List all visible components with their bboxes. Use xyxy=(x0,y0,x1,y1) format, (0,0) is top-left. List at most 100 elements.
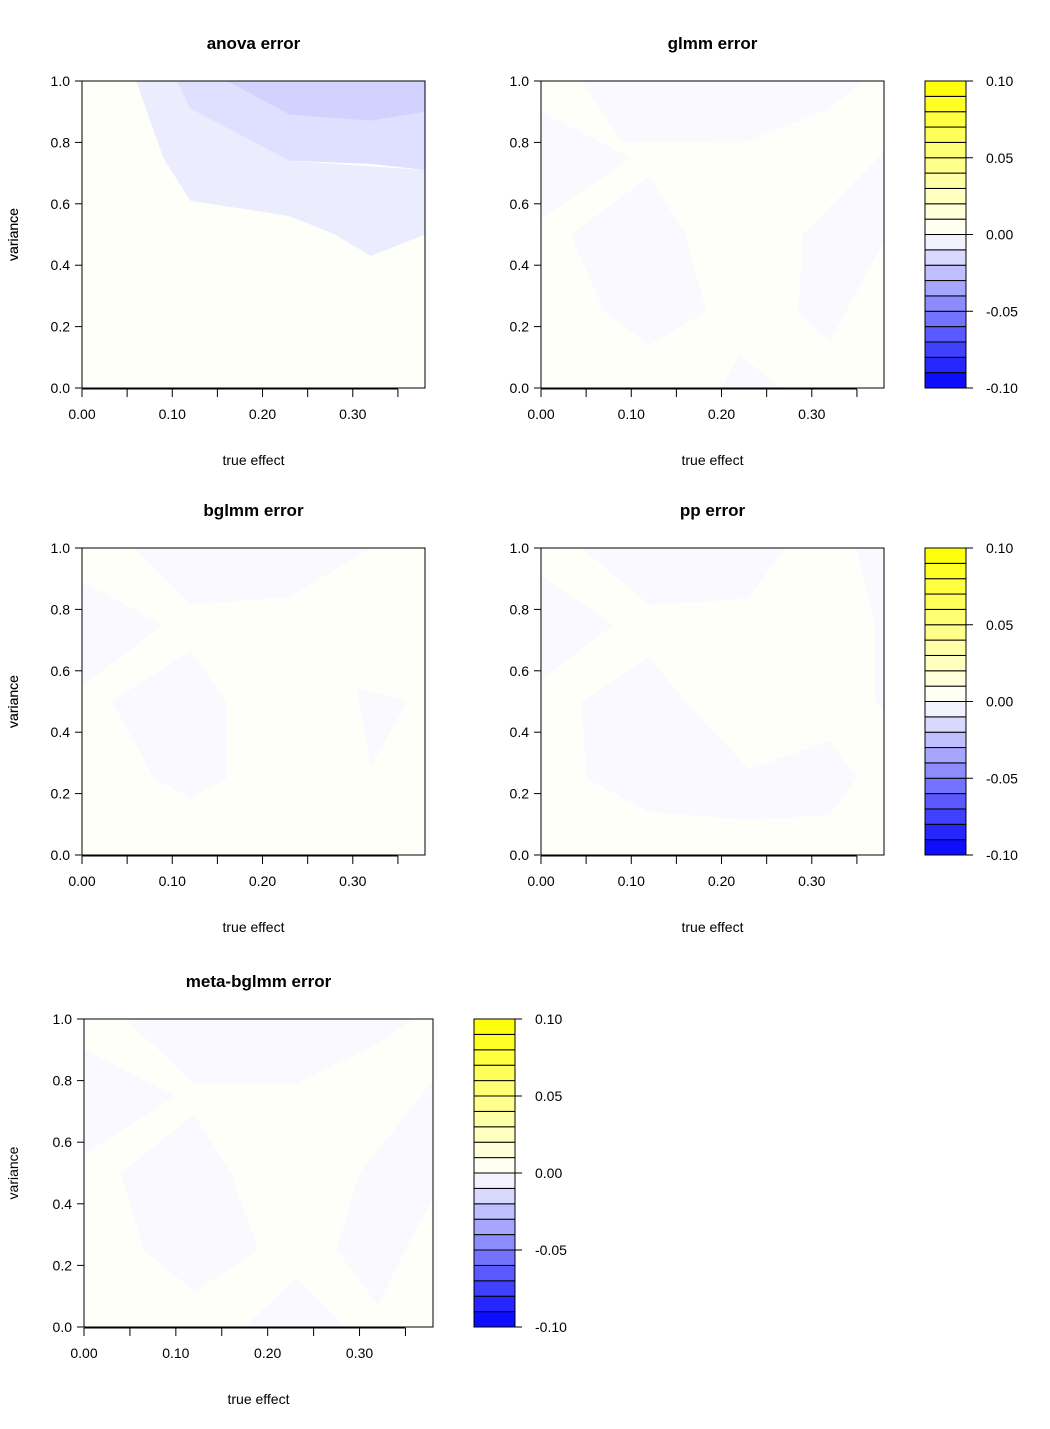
y-tick-label: 0.4 xyxy=(510,724,530,740)
x-tick-label: 0.30 xyxy=(346,1345,373,1361)
color-key-swatch xyxy=(473,1249,516,1266)
y-axis: 0.0 0.2 0.4 0.6 0.8 1.0 xyxy=(51,73,83,396)
y-tick-label: 0.6 xyxy=(53,1134,73,1150)
color-key-swatch xyxy=(924,639,967,656)
x-tick-label: 0.20 xyxy=(708,873,735,889)
x-axis-label: true effect xyxy=(681,452,743,468)
y-tick-label: 0.0 xyxy=(51,380,71,396)
color-key-swatch xyxy=(473,1157,516,1174)
y-axis: 0.0 0.2 0.4 0.6 0.8 1.0 xyxy=(510,540,542,863)
contour-region xyxy=(84,1049,176,1155)
color-key-swatch xyxy=(924,326,967,343)
color-key-swatch xyxy=(473,1141,516,1159)
color-key-swatch xyxy=(924,80,967,97)
x-axis: 0.00 0.10 0.20 0.30 xyxy=(527,388,858,422)
panel-title: meta-bglmm error xyxy=(186,972,332,991)
color-key-swatch xyxy=(924,578,967,595)
y-axis-label: variance xyxy=(5,675,21,728)
color-key-swatch xyxy=(473,1280,516,1297)
x-tick-label: 0.10 xyxy=(618,406,645,422)
x-tick-label: 0.20 xyxy=(249,406,276,422)
color-key-swatch xyxy=(473,1080,516,1097)
x-tick-label: 0.30 xyxy=(798,873,825,889)
color-key-swatch xyxy=(924,249,967,266)
color-key-swatch xyxy=(924,95,967,113)
contour-region xyxy=(856,548,884,711)
color-key-swatch xyxy=(924,701,967,718)
y-tick-label: 0.6 xyxy=(51,196,71,212)
x-axis-label: true effect xyxy=(227,1391,289,1407)
x-axis-label: true effect xyxy=(681,919,743,935)
color-key-swatch xyxy=(924,839,967,856)
x-tick-label: 0.10 xyxy=(618,873,645,889)
color-key-swatch xyxy=(924,685,967,703)
contour-region xyxy=(541,111,632,220)
color-key-swatch xyxy=(924,172,967,189)
y-tick-label: 1.0 xyxy=(53,1011,73,1027)
color-key-2: -0.10 -0.05 0.00 0.05 0.10 xyxy=(924,540,1018,863)
color-key-swatch xyxy=(924,670,967,687)
x-tick-label: 0.00 xyxy=(70,1345,97,1361)
panel-title: glmm error xyxy=(668,34,758,53)
color-key-swatch xyxy=(924,310,967,328)
contour-region xyxy=(721,354,781,388)
contour-region xyxy=(581,657,857,820)
color-key-swatch xyxy=(473,1049,516,1066)
contour-region xyxy=(798,151,884,342)
contour-region xyxy=(581,548,785,605)
color-key-swatch xyxy=(924,111,967,128)
color-key-swatch xyxy=(924,593,967,610)
contour-region xyxy=(336,1080,433,1306)
x-tick-label: 0.30 xyxy=(339,873,366,889)
color-key-swatch xyxy=(924,295,967,312)
contour-region xyxy=(136,81,425,256)
y-tick-label: 1.0 xyxy=(510,540,530,556)
y-tick-label: 0.0 xyxy=(51,847,71,863)
contour-panel-5: 0.0 0.2 0.4 0.6 0.8 1.0 0.00 0.10 0.20 0.30 meta-b… xyxy=(5,972,434,1407)
y-tick-label: 0.0 xyxy=(53,1319,73,1335)
color-key-swatch xyxy=(924,372,967,389)
x-axis-label: true effect xyxy=(222,919,284,935)
color-key-swatch xyxy=(473,1187,516,1205)
color-key-swatch xyxy=(924,126,967,143)
y-axis: 0.0 0.2 0.4 0.6 0.8 1.0 xyxy=(51,540,83,863)
color-key-swatch xyxy=(473,1218,516,1236)
x-tick-label: 0.00 xyxy=(68,873,95,889)
x-tick-label: 0.20 xyxy=(254,1345,281,1361)
color-key-label: 0.10 xyxy=(986,540,1013,556)
color-key-swatch xyxy=(924,624,967,641)
color-key-label: -0.05 xyxy=(535,1242,567,1258)
contour-panel-1: 0.0 0.2 0.4 0.6 0.8 1.0 0.00 0.10 0.20 0.30 anova … xyxy=(5,34,426,468)
contour-region xyxy=(82,219,425,388)
color-key-swatch xyxy=(924,562,967,580)
y-tick-label: 0.6 xyxy=(510,196,530,212)
y-tick-label: 0.2 xyxy=(51,786,71,802)
contour-region xyxy=(570,176,707,345)
color-key-swatch xyxy=(924,654,967,672)
x-axis: 0.00 0.10 0.20 0.30 xyxy=(70,1327,406,1361)
y-tick-label: 0.2 xyxy=(53,1257,73,1273)
color-key-swatch xyxy=(473,1172,516,1189)
panel-title: pp error xyxy=(680,501,746,520)
contour-region xyxy=(541,575,614,680)
color-key-swatch xyxy=(473,1033,516,1051)
y-axis-label: variance xyxy=(5,208,21,261)
color-key-label: 0.05 xyxy=(535,1088,562,1104)
contour-panel-2: 0.0 0.2 0.4 0.6 0.8 1.0 0.00 0.10 0.20 0.30 glmm e… xyxy=(5,34,885,468)
contour-panel-4: 0.0 0.2 0.4 0.6 0.8 1.0 0.00 0.10 0.20 0.30 pp err… xyxy=(5,501,885,935)
color-key-label: -0.10 xyxy=(986,380,1018,396)
color-key-swatch xyxy=(924,187,967,205)
color-key-swatch xyxy=(924,157,967,174)
color-key-swatch xyxy=(924,777,967,795)
y-tick-label: 0.0 xyxy=(510,380,530,396)
color-key-swatch xyxy=(924,747,967,764)
color-key-swatch xyxy=(473,1295,516,1313)
y-tick-label: 0.8 xyxy=(51,601,71,617)
color-key-label: -0.10 xyxy=(535,1319,567,1335)
contour-region xyxy=(111,650,227,799)
y-tick-label: 1.0 xyxy=(51,73,71,89)
y-tick-label: 0.6 xyxy=(510,663,530,679)
contour-region xyxy=(226,81,425,121)
color-key-1: -0.10 -0.05 0.00 0.05 0.10 xyxy=(924,73,1018,396)
